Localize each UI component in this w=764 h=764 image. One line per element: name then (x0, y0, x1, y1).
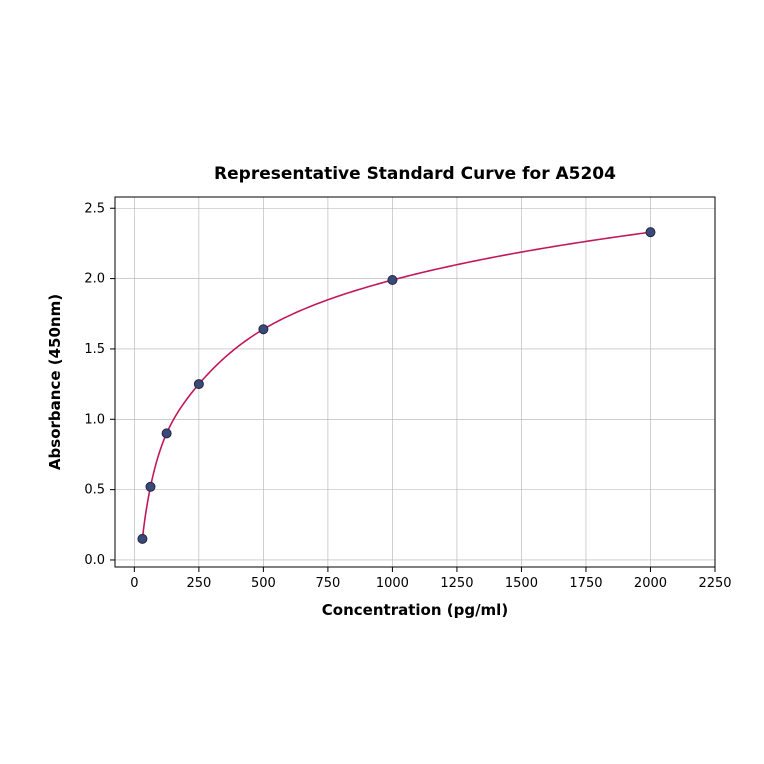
chart-container: 0 250 500 750 1000 1250 1500 1750 2000 2250 0.0 0.5… (0, 0, 764, 764)
chart-title: Representative Standard Curve for A5204 (214, 164, 616, 184)
x-axis-label: Concentration (pg/ml) (322, 601, 508, 619)
ytick-label: 0.0 (84, 553, 105, 568)
xtick-label: 1250 (440, 576, 473, 591)
data-point (388, 276, 397, 285)
xtick-label: 1500 (505, 576, 538, 591)
xtick-label: 750 (315, 576, 340, 591)
ytick-label: 1.5 (84, 342, 105, 357)
ytick-label: 0.5 (84, 483, 105, 498)
xtick-label: 2000 (634, 576, 667, 591)
y-axis-label: Absorbance (450nm) (46, 294, 64, 470)
data-point (162, 429, 171, 438)
xtick-label: 1000 (376, 576, 409, 591)
data-point (194, 380, 203, 389)
chart-svg: 0 250 500 750 1000 1250 1500 1750 2000 2250 0.0 0.5… (0, 0, 764, 764)
xtick-label: 250 (186, 576, 211, 591)
ytick-label: 1.0 (84, 412, 105, 427)
data-point (138, 534, 147, 543)
data-point (259, 325, 268, 334)
xtick-label: 500 (251, 576, 276, 591)
xtick-label: 2250 (698, 576, 731, 591)
data-point (646, 228, 655, 237)
ytick-label: 2.5 (84, 201, 105, 216)
ytick-label: 2.0 (84, 272, 105, 287)
data-point (146, 482, 155, 491)
xtick-label: 0 (130, 576, 138, 591)
xtick-label: 1750 (569, 576, 602, 591)
